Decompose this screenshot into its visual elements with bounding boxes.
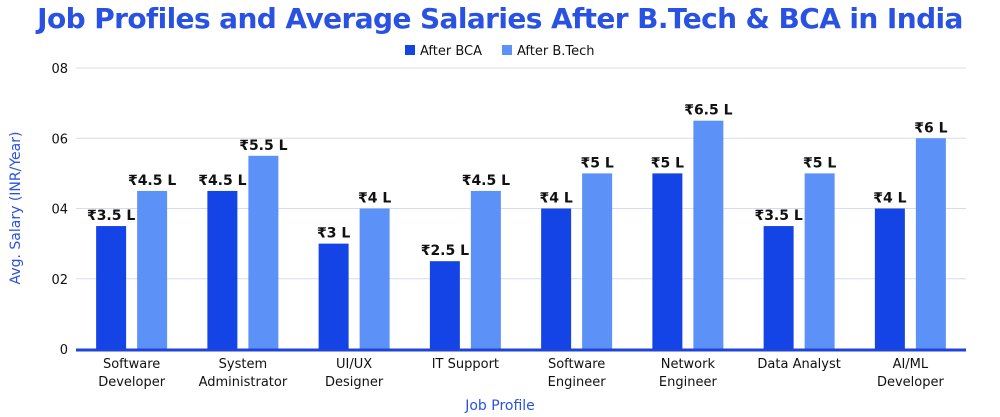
x-tick-label: System [219,357,267,372]
data-label: ₹2.5 L [421,243,469,259]
legend-swatch [405,45,415,55]
x-tick-label: Engineer [659,375,718,390]
bar [248,155,279,349]
data-label: ₹4.5 L [128,173,176,189]
axes: 0 02 04 06 08 Software Developer System Administ… [8,62,966,414]
y-tick-label: 08 [51,62,68,77]
bar [96,226,127,349]
bar [763,226,794,349]
legend-label: After B.Tech [517,44,595,59]
chart-title: Job Profiles and Average Salaries After … [37,2,963,35]
bar [429,261,460,349]
x-axis-title: Job Profile [464,398,535,414]
x-tick-label: Developer [98,375,166,390]
x-tick-label: Data Analyst [757,357,840,372]
bar [137,190,168,349]
bar [804,173,835,349]
bars [96,120,946,349]
x-tick-label: Developer [877,375,945,390]
x-tick-label: UI/UX [336,357,372,372]
bar [318,243,349,349]
legend-label: After BCA [420,44,482,59]
y-tick-label: 04 [51,203,68,218]
data-label: ₹3.5 L [754,208,802,224]
y-tick-label: 02 [51,273,68,288]
data-labels: ₹3.5 L ₹4.5 L ₹4.5 L ₹5.5 L ₹3 L ₹4 L ₹2.5 L ₹4… [87,103,948,260]
x-tick-label: Software [548,357,605,372]
x-tick-label: Software [103,357,160,372]
legend: After BCA After B.Tech [405,44,595,59]
x-tick-label: Engineer [548,375,607,390]
bar [693,120,724,349]
x-tick-label: AI/ML [893,357,929,372]
bar [541,208,572,349]
y-tick-label: 0 [60,343,68,358]
bar [582,173,613,349]
bar [915,138,946,349]
data-label: ₹5 L [580,155,613,171]
x-tick-label: IT Support [432,357,499,372]
bar [470,190,501,349]
data-label: ₹4.5 L [198,173,246,189]
data-label: ₹6.5 L [684,103,732,119]
data-label: ₹4.5 L [462,173,510,189]
data-label: ₹4 L [539,191,572,207]
data-label: ₹4 L [358,191,391,207]
x-tick-label: Network [661,357,716,372]
x-tick-label: Designer [325,375,384,390]
data-label: ₹3 L [317,226,350,242]
legend-swatch [502,45,512,55]
bar [359,208,390,349]
bar [207,190,238,349]
y-axis-title: Avg. Salary (INR/Year) [8,132,24,285]
bar [874,208,905,349]
x-tick-label: Administrator [199,375,288,390]
data-label: ₹5.5 L [239,138,287,154]
data-label: ₹6 L [914,120,947,136]
data-label: ₹4 L [873,191,906,207]
bar [652,173,683,349]
data-label: ₹5 L [803,155,836,171]
y-tick-label: 06 [51,132,68,147]
data-label: ₹3.5 L [87,208,135,224]
data-label: ₹5 L [651,155,684,171]
